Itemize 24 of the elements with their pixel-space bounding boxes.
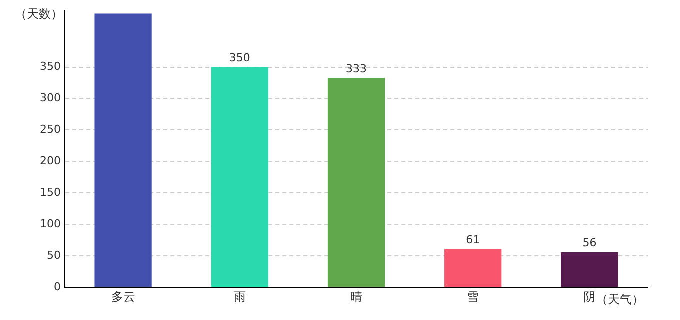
data-label: 56: [582, 236, 597, 250]
x-tick-label: 晴: [350, 290, 362, 304]
y-tick-label: 350: [40, 60, 61, 74]
x-axis-title: （天气）: [596, 292, 644, 307]
y-tick-label: 150: [40, 186, 61, 200]
y-tick-label: 250: [40, 123, 61, 136]
bar: [561, 252, 618, 288]
y-axis-title: （天数）: [14, 7, 63, 22]
x-tick-label: 雨: [234, 290, 246, 304]
bar: [211, 67, 268, 288]
x-tick-label: 雪: [467, 290, 480, 304]
y-tick-label: 50: [46, 248, 61, 262]
data-label: 333: [346, 62, 367, 76]
bar: [328, 78, 386, 288]
x-tick-label: 阴: [584, 290, 596, 304]
y-tick-label: 300: [40, 92, 61, 105]
x-tick-label: 多云: [111, 290, 136, 304]
bar: [444, 249, 502, 288]
data-label: 350: [229, 52, 250, 65]
data-label: 61: [466, 234, 480, 247]
y-tick-label: 0: [54, 280, 61, 294]
y-tick-label: 200: [40, 154, 61, 168]
bar: [94, 14, 152, 288]
y-tick-label: 100: [40, 218, 61, 231]
